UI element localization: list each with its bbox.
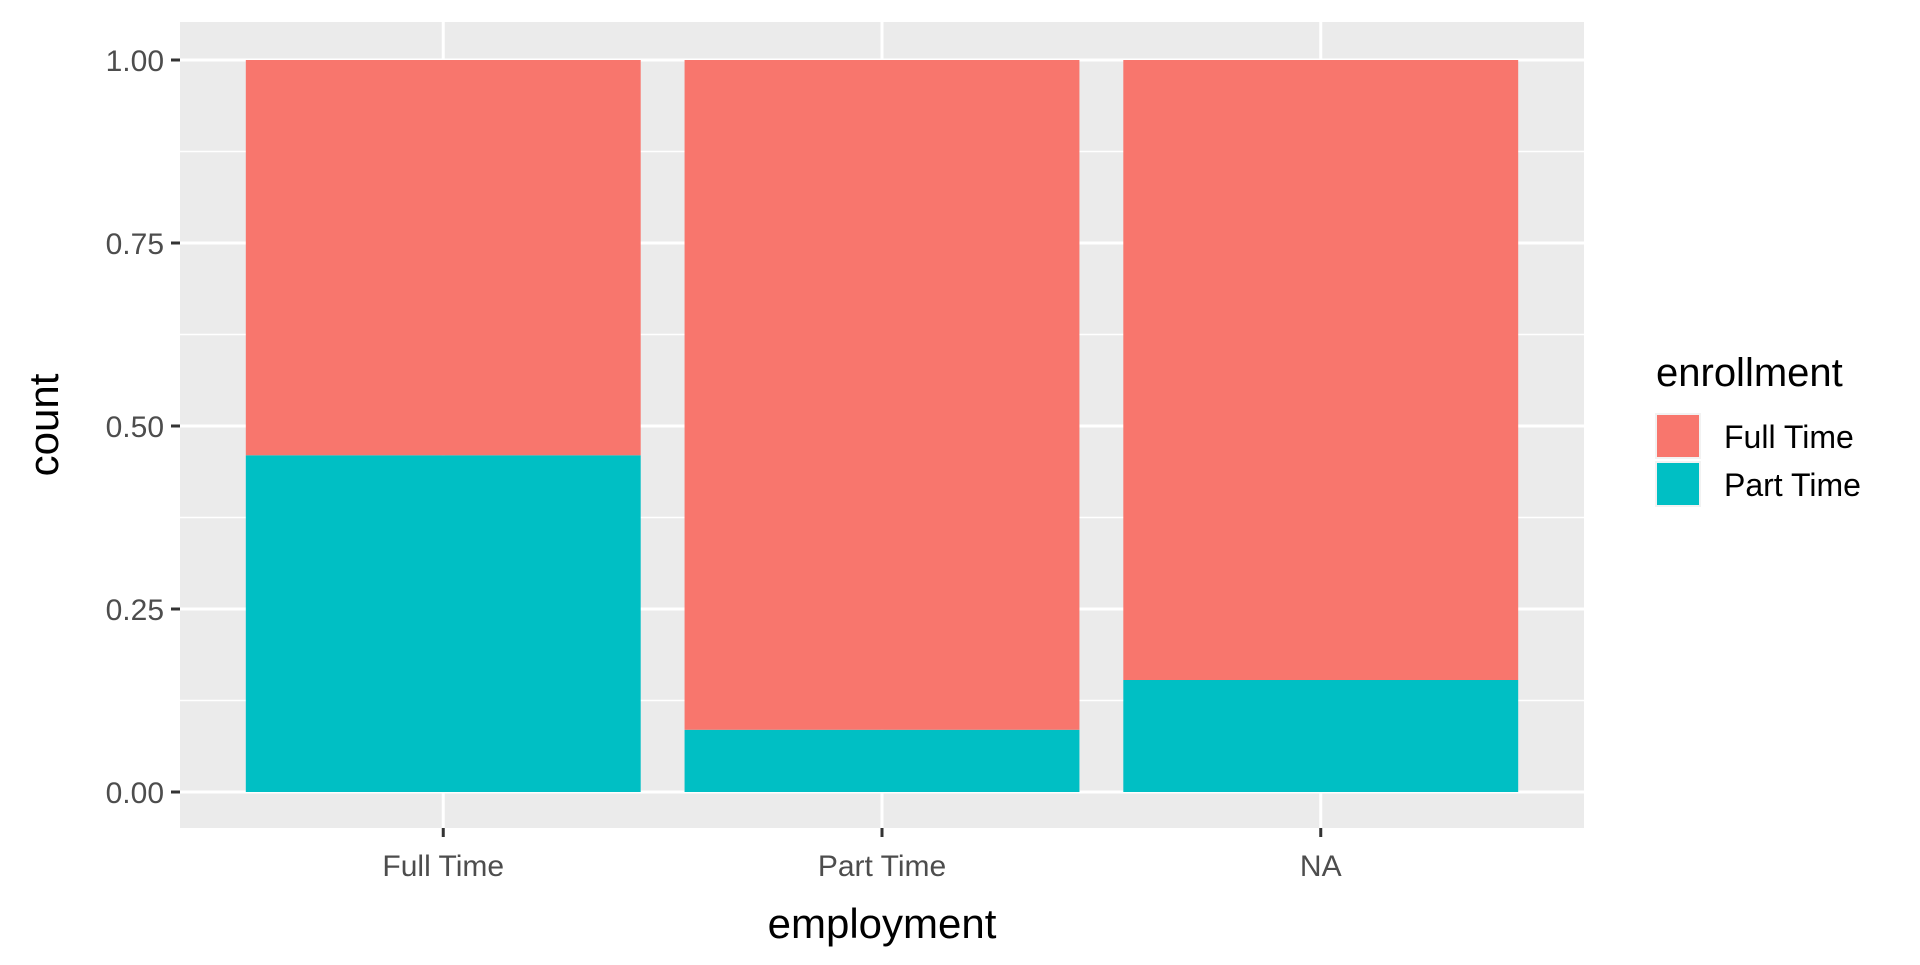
x-tick-label: NA <box>1300 850 1342 883</box>
y-tick-label: 0.00 <box>106 777 164 810</box>
y-tick-label: 0.25 <box>106 594 164 627</box>
axes: 0.00 0.25 0.50 0.75 1.00 Full Time Part Time NA <box>106 45 1342 883</box>
bar-segment-part-time <box>1123 680 1519 792</box>
bar-segment-full-time <box>245 60 641 456</box>
y-tick-label: 1.00 <box>106 45 164 78</box>
y-axis-title: count <box>20 373 67 476</box>
legend-swatch <box>1655 413 1701 459</box>
legend-title: enrollment <box>1656 351 1843 395</box>
legend-swatch <box>1655 461 1701 507</box>
bar-segment-full-time <box>1123 60 1519 681</box>
bar-segment-part-time <box>684 729 1080 792</box>
x-tick-label: Full Time <box>382 850 504 883</box>
x-axis-title: employment <box>768 900 997 947</box>
bar-segment-part-time <box>245 455 641 792</box>
y-tick-label: 0.75 <box>106 228 164 261</box>
x-tick-label: Part Time <box>818 850 946 883</box>
legend: enrollment Full Time Part Time <box>1655 351 1861 507</box>
y-tick-label: 0.50 <box>106 411 164 444</box>
legend-label: Full Time <box>1724 419 1854 455</box>
bar-segment-full-time <box>684 60 1080 730</box>
bars <box>245 60 1519 792</box>
legend-label: Part Time <box>1724 467 1861 503</box>
